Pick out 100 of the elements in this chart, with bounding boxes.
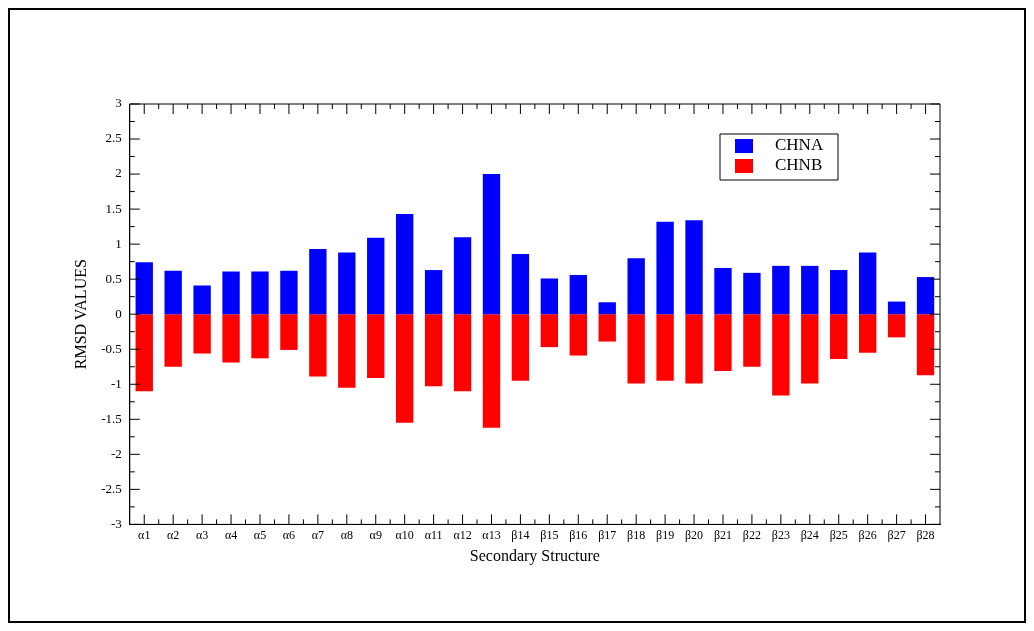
- bar: [164, 314, 182, 367]
- x-tick-label: β25: [829, 527, 848, 542]
- x-tick-label: β16: [569, 527, 588, 542]
- bar: [135, 314, 153, 392]
- bar: [627, 314, 645, 384]
- bar: [569, 274, 587, 315]
- x-tick-label: α5: [253, 527, 267, 542]
- y-axis-title: RMSD VALUES: [71, 259, 89, 370]
- bar: [222, 271, 240, 315]
- x-tick-label: β21: [713, 527, 733, 542]
- bar: [135, 262, 153, 315]
- bar: [830, 314, 848, 360]
- bar: [453, 314, 472, 392]
- x-tick-label: β28: [916, 527, 935, 542]
- bar: [714, 267, 732, 315]
- bar: [540, 278, 559, 315]
- bar: [164, 270, 182, 315]
- x-tick-label: β15: [540, 527, 559, 542]
- bar: [222, 314, 240, 363]
- x-tick-label: β24: [800, 527, 819, 542]
- x-tick-label: α10: [395, 527, 414, 542]
- bar: [309, 314, 327, 377]
- x-axis-title: Secondary Structure: [469, 546, 600, 565]
- bar: [367, 314, 385, 378]
- y-tick-label: 2.5: [105, 130, 122, 146]
- bar: [280, 314, 298, 350]
- y-tick-label: 1.5: [105, 200, 122, 216]
- bar: [714, 314, 732, 371]
- x-tick-label: α12: [453, 527, 472, 542]
- y-tick-label: 1: [115, 235, 122, 251]
- bar: [309, 249, 327, 315]
- x-tick-label: α4: [224, 527, 238, 542]
- bar: [482, 174, 501, 315]
- x-tick-label: α3: [195, 527, 209, 542]
- legend-label: CHNA: [775, 135, 824, 155]
- bar: [396, 314, 414, 423]
- bar: [338, 314, 356, 388]
- bar: [251, 271, 269, 315]
- x-tick-label: α2: [167, 527, 180, 542]
- bar: [338, 252, 356, 315]
- y-tick-label: 2: [115, 165, 122, 181]
- x-tick-label: β19: [656, 527, 675, 542]
- y-tick-label: -2: [110, 445, 122, 461]
- y-tick-label: 0: [115, 305, 122, 321]
- bar: [858, 314, 877, 353]
- x-tick-label: β18: [627, 527, 646, 542]
- bar: [772, 314, 790, 396]
- y-tick-label: -0.5: [101, 340, 122, 356]
- bar: [598, 302, 616, 315]
- x-tick-label: α7: [311, 527, 325, 542]
- y-tick-label: -1.5: [101, 410, 122, 426]
- x-tick-label: β27: [887, 527, 906, 542]
- y-tick-label: -2.5: [101, 480, 122, 496]
- x-tick-label: α13: [482, 527, 501, 542]
- x-tick-label: β22: [742, 527, 761, 542]
- bar: [569, 314, 587, 356]
- bar: [511, 314, 530, 381]
- bar: [598, 314, 616, 342]
- bar: [367, 237, 385, 315]
- bar: [858, 252, 877, 315]
- bar: [193, 285, 211, 315]
- bar: [251, 314, 269, 359]
- x-tick-label: β26: [858, 527, 877, 542]
- bar: [772, 265, 790, 315]
- bar: [482, 314, 501, 428]
- x-tick-label: α9: [369, 527, 382, 542]
- bar: [656, 314, 674, 381]
- bar: [627, 258, 645, 315]
- bar: [830, 270, 848, 315]
- x-tick-label: β20: [684, 527, 704, 542]
- x-tick-label: β23: [771, 527, 790, 542]
- bar: [801, 265, 819, 315]
- bar: [280, 270, 298, 315]
- x-tick-label: α8: [340, 527, 353, 542]
- bar: [916, 277, 935, 315]
- bar: [887, 314, 906, 338]
- legend-label: CHNB: [775, 155, 823, 175]
- bar: [916, 314, 935, 376]
- x-tick-label: α6: [282, 527, 296, 542]
- bar: [685, 220, 703, 315]
- bar: [743, 314, 761, 367]
- x-tick-label: β17: [598, 527, 617, 542]
- y-tick-label: -3: [110, 515, 122, 531]
- bar: [193, 314, 211, 354]
- y-tick-label: 0.5: [105, 270, 122, 286]
- bar: [685, 314, 703, 384]
- bar: [887, 301, 906, 315]
- x-tick-label: α1: [138, 527, 151, 542]
- bar: [656, 221, 674, 315]
- bar: [453, 237, 472, 315]
- bar: [801, 314, 819, 384]
- bar: [540, 314, 559, 348]
- bar: [396, 214, 414, 315]
- bar: [424, 314, 443, 387]
- x-tick-label: α11: [424, 527, 443, 542]
- bar: [743, 272, 761, 315]
- y-tick-label: -1: [110, 375, 122, 391]
- x-tick-label: β14: [511, 527, 530, 542]
- bar: [511, 253, 530, 315]
- y-tick-label: 3: [115, 95, 122, 111]
